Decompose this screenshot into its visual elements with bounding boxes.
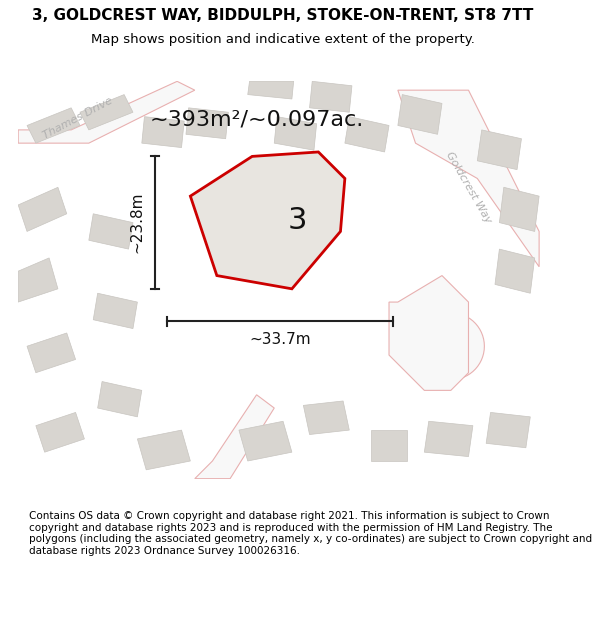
Polygon shape	[486, 412, 530, 447]
Polygon shape	[137, 430, 190, 470]
Polygon shape	[398, 94, 442, 134]
Polygon shape	[18, 81, 195, 143]
Polygon shape	[18, 258, 58, 302]
Text: ~23.8m: ~23.8m	[130, 192, 145, 253]
Polygon shape	[89, 214, 133, 249]
Polygon shape	[310, 81, 352, 112]
Text: Contains OS data © Crown copyright and database right 2021. This information is : Contains OS data © Crown copyright and d…	[29, 511, 592, 556]
Polygon shape	[495, 249, 535, 293]
Polygon shape	[389, 276, 469, 391]
Polygon shape	[186, 108, 229, 139]
Polygon shape	[195, 395, 274, 479]
Polygon shape	[239, 421, 292, 461]
Polygon shape	[248, 81, 293, 99]
Polygon shape	[142, 117, 184, 148]
Polygon shape	[478, 130, 521, 169]
Polygon shape	[93, 293, 137, 329]
Text: Thames Drive: Thames Drive	[41, 96, 115, 141]
Text: Goldcrest Way: Goldcrest Way	[444, 150, 493, 225]
Text: ~393m²/~0.097ac.: ~393m²/~0.097ac.	[149, 110, 364, 130]
Polygon shape	[304, 401, 349, 434]
Text: ~33.7m: ~33.7m	[249, 332, 311, 347]
Text: 3: 3	[287, 206, 307, 234]
Polygon shape	[27, 333, 76, 372]
Polygon shape	[424, 421, 473, 457]
Polygon shape	[274, 117, 317, 150]
Polygon shape	[18, 188, 67, 231]
Text: 3, GOLDCREST WAY, BIDDULPH, STOKE-ON-TRENT, ST8 7TT: 3, GOLDCREST WAY, BIDDULPH, STOKE-ON-TRE…	[32, 8, 534, 23]
Polygon shape	[499, 188, 539, 231]
Polygon shape	[98, 381, 142, 417]
Polygon shape	[27, 108, 80, 143]
Polygon shape	[345, 117, 389, 152]
Text: Map shows position and indicative extent of the property.: Map shows position and indicative extent…	[91, 33, 475, 46]
Polygon shape	[418, 312, 484, 380]
Polygon shape	[190, 152, 345, 289]
Polygon shape	[80, 94, 133, 130]
Polygon shape	[36, 412, 85, 452]
Polygon shape	[371, 430, 407, 461]
Polygon shape	[398, 90, 539, 267]
